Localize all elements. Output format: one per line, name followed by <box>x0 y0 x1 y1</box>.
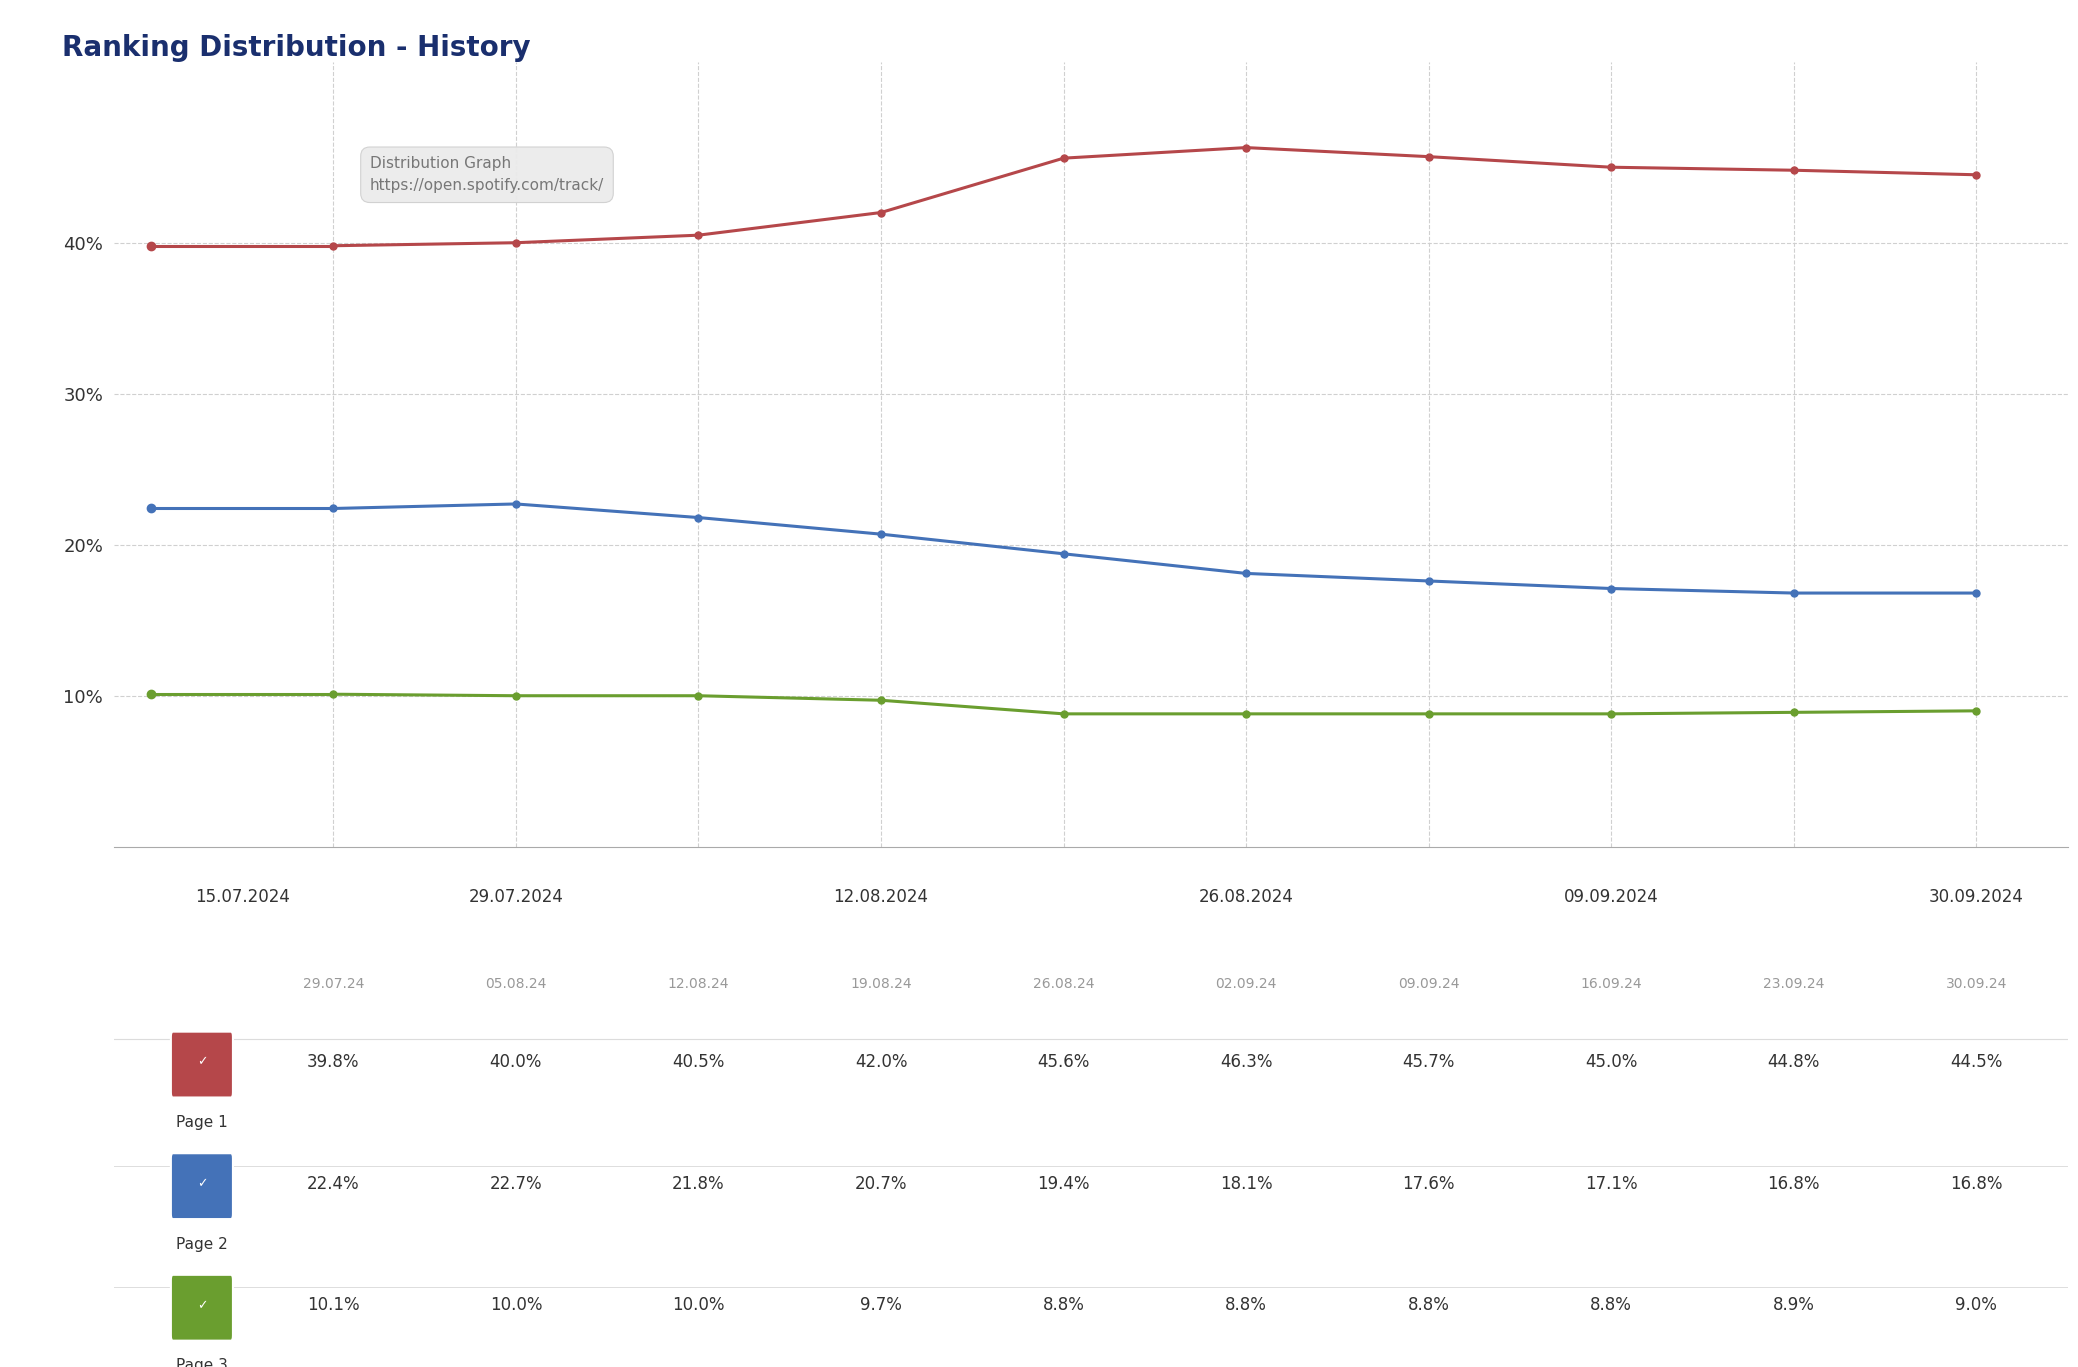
Text: 30.09.24: 30.09.24 <box>1945 976 2007 991</box>
Text: ✓: ✓ <box>197 1299 208 1312</box>
Text: 29.07.2024: 29.07.2024 <box>468 889 563 906</box>
Text: 10.0%: 10.0% <box>490 1296 542 1314</box>
Text: 8.8%: 8.8% <box>1226 1296 1268 1314</box>
Text: 26.08.24: 26.08.24 <box>1033 976 1095 991</box>
FancyBboxPatch shape <box>170 1154 233 1219</box>
Text: ✓: ✓ <box>197 1055 208 1069</box>
Text: 44.5%: 44.5% <box>1949 1053 2003 1070</box>
Text: 8.8%: 8.8% <box>1043 1296 1085 1314</box>
Text: 8.9%: 8.9% <box>1773 1296 1814 1314</box>
Text: 16.8%: 16.8% <box>1949 1174 2003 1192</box>
Text: 05.08.24: 05.08.24 <box>486 976 547 991</box>
Text: Page 3: Page 3 <box>177 1359 229 1367</box>
Text: Page 1: Page 1 <box>177 1115 229 1131</box>
Text: 45.0%: 45.0% <box>1586 1053 1637 1070</box>
Text: 10.1%: 10.1% <box>308 1296 359 1314</box>
Text: 15.07.2024: 15.07.2024 <box>195 889 289 906</box>
Text: 16.8%: 16.8% <box>1768 1174 1820 1192</box>
Text: 12.08.24: 12.08.24 <box>667 976 729 991</box>
Text: 8.8%: 8.8% <box>1407 1296 1450 1314</box>
Text: 26.08.2024: 26.08.2024 <box>1199 889 1295 906</box>
Text: 22.7%: 22.7% <box>490 1174 542 1192</box>
Text: 17.1%: 17.1% <box>1586 1174 1637 1192</box>
FancyBboxPatch shape <box>170 1275 233 1341</box>
Text: 9.7%: 9.7% <box>860 1296 902 1314</box>
Text: 02.09.24: 02.09.24 <box>1216 976 1276 991</box>
Text: 29.07.24: 29.07.24 <box>303 976 364 991</box>
Text: ✓: ✓ <box>197 1177 208 1191</box>
Text: 40.5%: 40.5% <box>673 1053 725 1070</box>
Text: 30.09.2024: 30.09.2024 <box>1928 889 2024 906</box>
Text: 12.08.2024: 12.08.2024 <box>833 889 929 906</box>
Text: 44.8%: 44.8% <box>1768 1053 1820 1070</box>
Text: 20.7%: 20.7% <box>854 1174 908 1192</box>
Text: 23.09.24: 23.09.24 <box>1762 976 1824 991</box>
Text: 22.4%: 22.4% <box>308 1174 359 1192</box>
Text: 21.8%: 21.8% <box>671 1174 725 1192</box>
Text: 09.09.2024: 09.09.2024 <box>1565 889 1658 906</box>
Text: 9.0%: 9.0% <box>1955 1296 1997 1314</box>
FancyBboxPatch shape <box>170 1032 233 1098</box>
Text: 8.8%: 8.8% <box>1590 1296 1631 1314</box>
Text: Distribution Graph
https://open.spotify.com/track/: Distribution Graph https://open.spotify.… <box>370 156 605 193</box>
Text: 16.09.24: 16.09.24 <box>1581 976 1642 991</box>
Text: 42.0%: 42.0% <box>854 1053 908 1070</box>
Text: 19.4%: 19.4% <box>1037 1174 1089 1192</box>
Text: 09.09.24: 09.09.24 <box>1398 976 1459 991</box>
Text: 40.0%: 40.0% <box>490 1053 542 1070</box>
Text: Ranking Distribution - History: Ranking Distribution - History <box>62 34 532 62</box>
Text: 19.08.24: 19.08.24 <box>850 976 912 991</box>
Text: 18.1%: 18.1% <box>1220 1174 1272 1192</box>
Text: 10.0%: 10.0% <box>671 1296 725 1314</box>
Text: 45.7%: 45.7% <box>1403 1053 1455 1070</box>
Text: 45.6%: 45.6% <box>1037 1053 1089 1070</box>
Text: 46.3%: 46.3% <box>1220 1053 1272 1070</box>
Text: Page 2: Page 2 <box>177 1237 229 1252</box>
Text: 17.6%: 17.6% <box>1403 1174 1455 1192</box>
Text: 39.8%: 39.8% <box>308 1053 359 1070</box>
